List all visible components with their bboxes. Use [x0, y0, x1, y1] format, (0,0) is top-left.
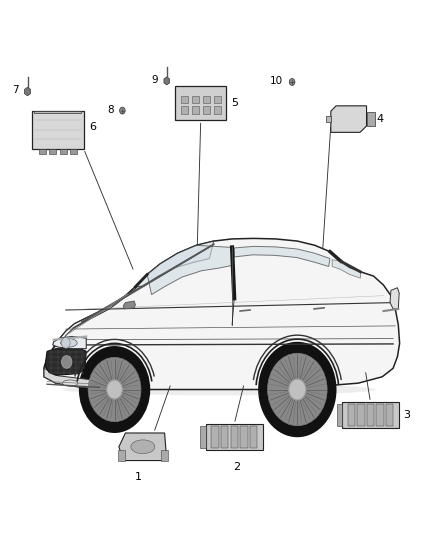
Polygon shape [357, 405, 365, 425]
Polygon shape [53, 274, 147, 349]
Polygon shape [214, 107, 221, 114]
Polygon shape [44, 368, 97, 389]
Polygon shape [337, 405, 342, 425]
Circle shape [61, 337, 70, 348]
Polygon shape [25, 87, 31, 96]
Polygon shape [39, 149, 46, 154]
Polygon shape [200, 426, 205, 448]
Polygon shape [240, 426, 247, 448]
Circle shape [61, 356, 72, 368]
Polygon shape [332, 260, 360, 278]
Polygon shape [348, 405, 355, 425]
Polygon shape [203, 96, 210, 103]
Polygon shape [230, 426, 238, 448]
Text: 4: 4 [376, 114, 383, 124]
Polygon shape [35, 111, 81, 113]
Text: 1: 1 [135, 472, 142, 482]
Text: 3: 3 [403, 410, 410, 420]
Ellipse shape [62, 384, 376, 395]
Polygon shape [234, 246, 330, 266]
Text: 10: 10 [270, 76, 283, 86]
Polygon shape [53, 336, 86, 349]
Polygon shape [119, 433, 167, 461]
Polygon shape [212, 426, 219, 448]
Circle shape [258, 342, 336, 437]
Polygon shape [123, 301, 135, 309]
Polygon shape [221, 426, 228, 448]
Text: 9: 9 [152, 75, 158, 85]
Ellipse shape [60, 338, 77, 347]
Text: 7: 7 [12, 85, 19, 95]
Polygon shape [214, 96, 221, 103]
Polygon shape [386, 405, 393, 425]
Text: 8: 8 [107, 105, 114, 115]
Polygon shape [376, 405, 384, 425]
Polygon shape [181, 96, 188, 103]
Polygon shape [164, 77, 170, 85]
Polygon shape [44, 238, 399, 390]
Polygon shape [205, 424, 263, 450]
Ellipse shape [63, 380, 78, 386]
Circle shape [120, 107, 125, 114]
Circle shape [79, 346, 150, 433]
Polygon shape [367, 112, 375, 126]
Circle shape [107, 380, 122, 399]
Text: 6: 6 [89, 122, 96, 132]
Polygon shape [135, 241, 214, 287]
Polygon shape [342, 402, 399, 427]
Ellipse shape [131, 440, 155, 454]
Polygon shape [60, 149, 67, 154]
Polygon shape [367, 405, 374, 425]
Polygon shape [161, 450, 168, 461]
Polygon shape [45, 349, 86, 375]
Text: 5: 5 [231, 98, 238, 108]
Polygon shape [147, 245, 232, 295]
Polygon shape [175, 86, 226, 120]
Polygon shape [49, 149, 57, 154]
Circle shape [88, 357, 141, 422]
Polygon shape [192, 107, 199, 114]
Polygon shape [118, 450, 125, 461]
Circle shape [268, 353, 327, 426]
Circle shape [289, 78, 295, 85]
Polygon shape [32, 111, 84, 149]
Polygon shape [390, 288, 399, 309]
Polygon shape [250, 426, 257, 448]
Polygon shape [192, 96, 199, 103]
Polygon shape [203, 107, 210, 114]
Polygon shape [331, 106, 367, 132]
Text: 2: 2 [233, 462, 240, 472]
Polygon shape [70, 149, 77, 154]
Circle shape [289, 379, 306, 400]
Polygon shape [326, 116, 331, 122]
Polygon shape [181, 107, 188, 114]
